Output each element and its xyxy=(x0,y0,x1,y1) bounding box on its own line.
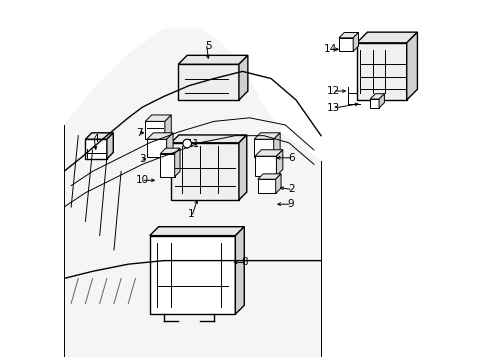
Polygon shape xyxy=(254,139,273,157)
Circle shape xyxy=(182,139,191,148)
Text: 8: 8 xyxy=(241,257,247,267)
Text: 2: 2 xyxy=(288,184,294,194)
Polygon shape xyxy=(171,135,246,143)
Polygon shape xyxy=(160,148,180,154)
Polygon shape xyxy=(255,150,282,156)
Polygon shape xyxy=(257,179,275,193)
Text: 7: 7 xyxy=(136,128,142,138)
Polygon shape xyxy=(166,133,173,157)
Polygon shape xyxy=(273,133,280,157)
Polygon shape xyxy=(378,94,384,108)
Polygon shape xyxy=(257,174,280,179)
Polygon shape xyxy=(178,64,239,100)
Polygon shape xyxy=(352,32,358,51)
Polygon shape xyxy=(356,32,417,43)
Polygon shape xyxy=(275,174,280,193)
Polygon shape xyxy=(160,154,174,177)
Text: 10: 10 xyxy=(136,175,149,185)
Polygon shape xyxy=(150,227,244,236)
Polygon shape xyxy=(171,143,239,200)
Text: 9: 9 xyxy=(287,199,294,209)
Text: 14: 14 xyxy=(323,44,336,54)
Polygon shape xyxy=(147,139,166,157)
Polygon shape xyxy=(165,115,171,139)
Polygon shape xyxy=(178,55,247,64)
Polygon shape xyxy=(64,29,320,357)
Text: 5: 5 xyxy=(205,41,212,51)
Polygon shape xyxy=(85,133,113,139)
Polygon shape xyxy=(147,133,173,139)
Polygon shape xyxy=(85,139,106,159)
Text: 6: 6 xyxy=(288,153,294,163)
Polygon shape xyxy=(338,32,358,38)
Polygon shape xyxy=(145,115,171,121)
Polygon shape xyxy=(356,43,406,100)
Text: 4: 4 xyxy=(92,134,99,144)
Polygon shape xyxy=(106,133,113,159)
Polygon shape xyxy=(150,236,235,314)
Polygon shape xyxy=(235,227,244,314)
Polygon shape xyxy=(369,94,384,99)
Polygon shape xyxy=(145,121,165,139)
Text: 11: 11 xyxy=(186,139,199,149)
Text: 1: 1 xyxy=(187,209,194,219)
Polygon shape xyxy=(254,133,280,139)
Text: 13: 13 xyxy=(326,103,339,113)
Text: 3: 3 xyxy=(139,154,146,164)
Polygon shape xyxy=(239,135,246,200)
Polygon shape xyxy=(338,38,352,51)
Polygon shape xyxy=(239,55,247,100)
Polygon shape xyxy=(406,32,417,100)
Text: 12: 12 xyxy=(326,86,339,96)
Polygon shape xyxy=(255,156,276,176)
Polygon shape xyxy=(369,99,378,108)
Polygon shape xyxy=(276,150,282,176)
Polygon shape xyxy=(174,148,180,177)
